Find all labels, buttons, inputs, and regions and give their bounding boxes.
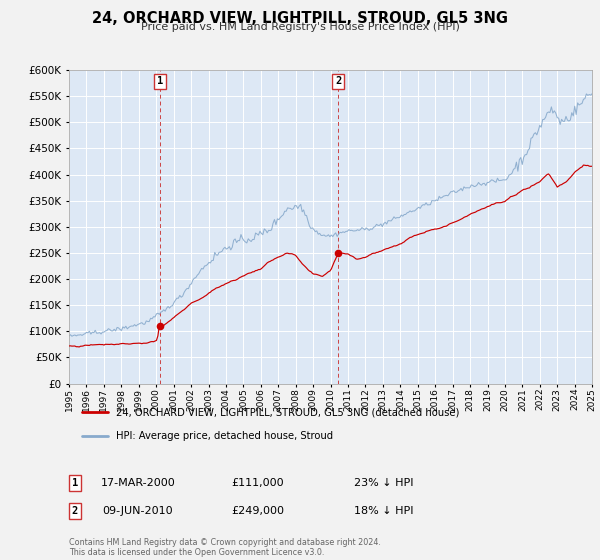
Text: 23% ↓ HPI: 23% ↓ HPI [354,478,414,488]
Text: £111,000: £111,000 [232,478,284,488]
Text: 09-JUN-2010: 09-JUN-2010 [103,506,173,516]
Text: 2: 2 [335,77,341,86]
Text: 18% ↓ HPI: 18% ↓ HPI [354,506,414,516]
Text: 24, ORCHARD VIEW, LIGHTPILL, STROUD, GL5 3NG: 24, ORCHARD VIEW, LIGHTPILL, STROUD, GL5… [92,11,508,26]
Text: £249,000: £249,000 [232,506,284,516]
Text: 17-MAR-2000: 17-MAR-2000 [101,478,175,488]
Text: 1: 1 [157,77,163,86]
Text: Contains HM Land Registry data © Crown copyright and database right 2024.
This d: Contains HM Land Registry data © Crown c… [69,538,381,557]
Text: Price paid vs. HM Land Registry's House Price Index (HPI): Price paid vs. HM Land Registry's House … [140,22,460,32]
Text: 1: 1 [72,478,78,488]
Text: 2: 2 [72,506,78,516]
Text: HPI: Average price, detached house, Stroud: HPI: Average price, detached house, Stro… [116,431,333,441]
Text: 24, ORCHARD VIEW, LIGHTPILL, STROUD, GL5 3NG (detached house): 24, ORCHARD VIEW, LIGHTPILL, STROUD, GL5… [116,408,460,418]
